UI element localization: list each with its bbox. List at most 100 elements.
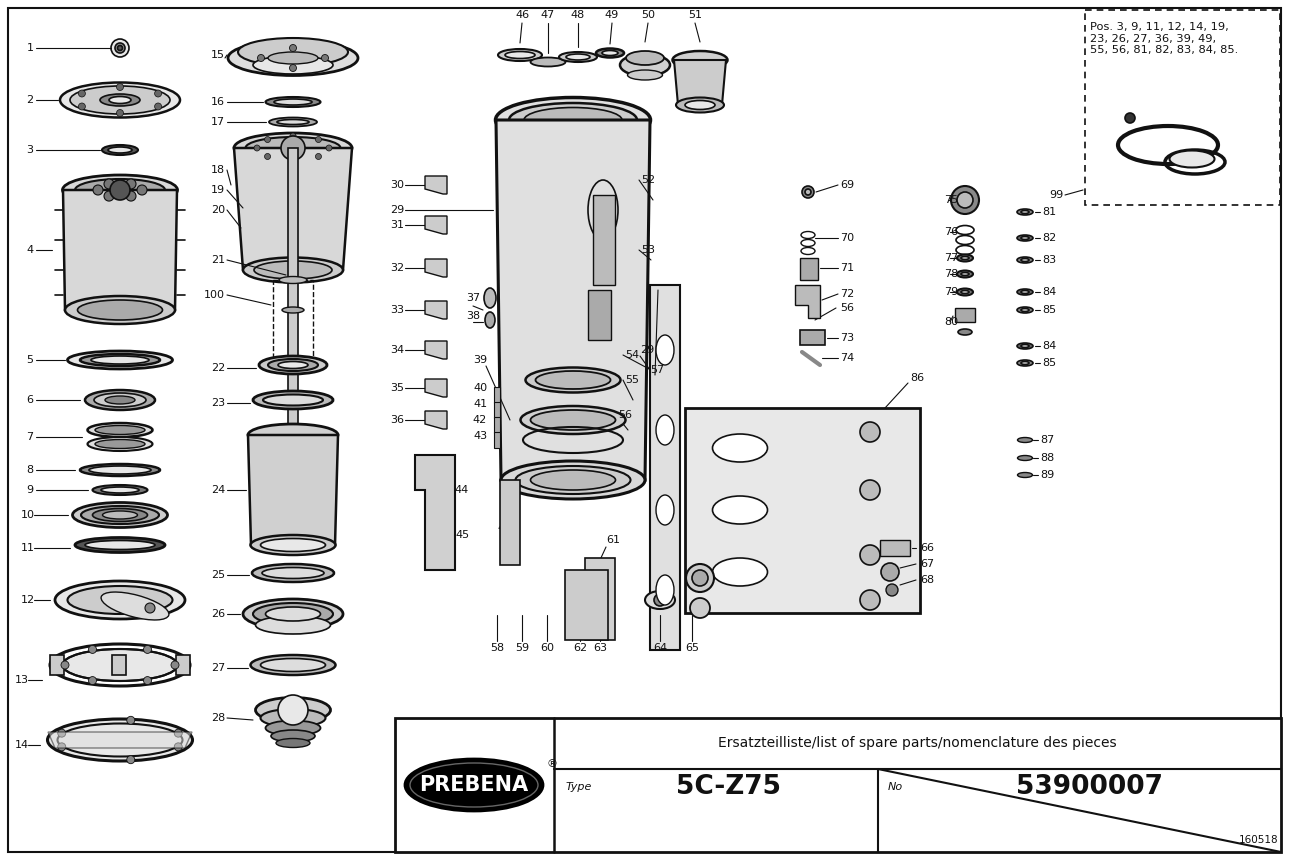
Polygon shape [674,60,726,105]
Circle shape [951,186,980,214]
Polygon shape [496,120,650,480]
Ellipse shape [259,356,327,374]
Text: 53900007: 53900007 [1016,774,1163,800]
Circle shape [61,661,70,669]
Bar [177,655,189,675]
Circle shape [89,677,97,685]
Ellipse shape [263,395,324,406]
Text: 45: 45 [455,530,469,540]
Ellipse shape [531,58,566,66]
Circle shape [258,54,264,62]
Text: 49: 49 [605,10,619,20]
Ellipse shape [656,415,674,445]
Text: 5: 5 [27,355,34,365]
Circle shape [89,645,97,654]
Ellipse shape [962,256,969,260]
Text: 34: 34 [389,345,403,355]
Ellipse shape [269,118,317,126]
Ellipse shape [559,52,597,62]
Ellipse shape [713,496,767,524]
Text: 74: 74 [840,353,855,363]
Polygon shape [247,435,338,545]
Ellipse shape [1017,456,1032,460]
Circle shape [654,594,666,606]
Text: 57: 57 [650,365,664,375]
Text: 21: 21 [211,255,226,265]
Circle shape [1125,113,1136,123]
Text: 69: 69 [840,180,855,190]
Text: 84: 84 [1042,287,1056,297]
Text: 62: 62 [572,643,586,653]
Ellipse shape [276,739,309,747]
Text: 73: 73 [840,333,855,343]
Ellipse shape [70,86,170,114]
Ellipse shape [89,466,151,474]
Text: 84: 84 [1042,341,1056,351]
Text: 32: 32 [389,263,403,273]
Text: 41: 41 [498,523,512,533]
Text: 10: 10 [21,510,35,520]
Text: 71: 71 [840,263,855,273]
Ellipse shape [713,558,767,586]
Circle shape [860,480,880,500]
Ellipse shape [485,312,495,328]
Ellipse shape [1021,291,1029,293]
Ellipse shape [260,538,326,551]
Text: 3: 3 [27,145,34,155]
Ellipse shape [505,52,535,58]
Text: 160518: 160518 [1239,835,1277,845]
Ellipse shape [62,649,178,681]
Text: 86: 86 [910,373,924,383]
Ellipse shape [277,120,309,125]
Ellipse shape [1017,209,1032,215]
Bar [273,280,313,360]
Polygon shape [800,330,825,345]
Ellipse shape [531,470,616,490]
Ellipse shape [245,137,340,159]
Text: 53: 53 [641,245,655,255]
Ellipse shape [956,288,973,296]
Ellipse shape [77,300,162,320]
Text: 1: 1 [27,43,34,53]
Ellipse shape [266,607,321,621]
Circle shape [93,185,103,195]
Ellipse shape [235,133,352,163]
Text: 20: 20 [211,205,226,215]
Circle shape [692,570,708,586]
Ellipse shape [620,54,670,76]
Ellipse shape [254,261,333,279]
Ellipse shape [1021,259,1029,261]
Text: 47: 47 [541,10,556,20]
Text: 37: 37 [465,293,480,303]
Ellipse shape [1017,438,1032,443]
Ellipse shape [110,96,131,103]
Ellipse shape [673,51,727,69]
Circle shape [802,186,813,198]
Text: 89: 89 [1040,470,1054,480]
Circle shape [79,90,85,97]
Polygon shape [565,570,608,640]
Circle shape [806,189,811,195]
Text: 72: 72 [840,289,855,299]
Bar [112,655,126,675]
Polygon shape [425,379,447,397]
Circle shape [886,584,898,596]
Ellipse shape [956,255,973,261]
Circle shape [126,716,135,724]
Text: 61: 61 [606,535,620,545]
Text: 99: 99 [1049,190,1063,200]
Polygon shape [235,148,352,270]
Text: 55: 55 [625,375,639,385]
Text: 6: 6 [27,395,34,405]
Ellipse shape [64,296,175,324]
Ellipse shape [268,359,318,371]
Text: Ersatzteilliste/list of spare parts/nomenclature des pieces: Ersatzteilliste/list of spare parts/nome… [718,736,1116,751]
Text: 65: 65 [684,643,699,653]
Ellipse shape [644,591,675,609]
Ellipse shape [566,54,590,60]
Ellipse shape [72,502,168,527]
Circle shape [58,743,66,751]
Ellipse shape [93,508,147,521]
Ellipse shape [62,175,178,205]
Circle shape [880,563,898,581]
